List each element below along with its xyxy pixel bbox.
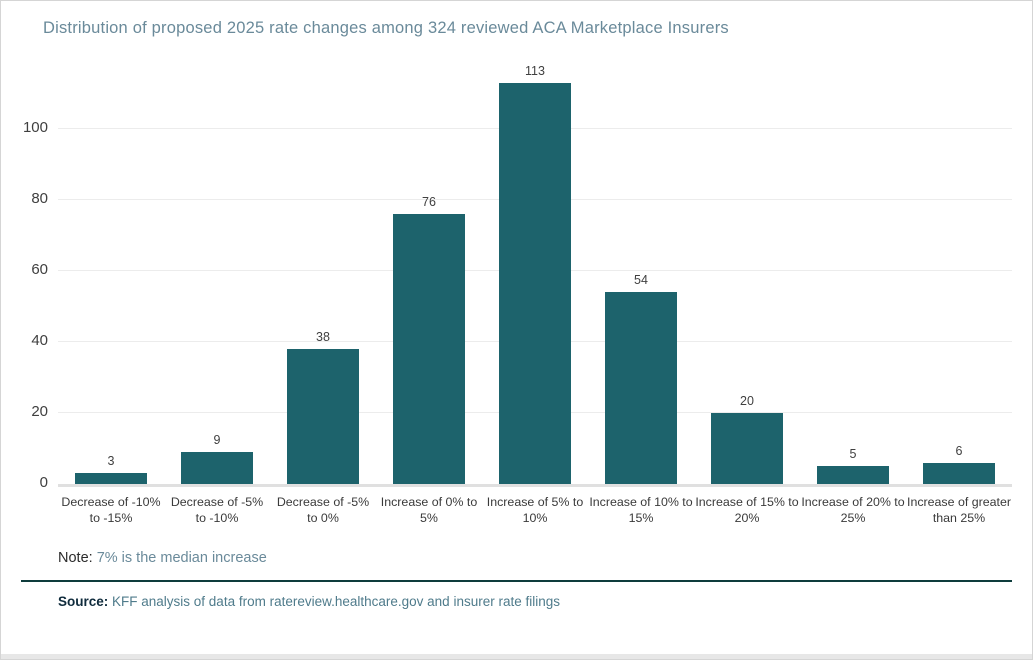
- y-axis-tick-label: 20: [31, 403, 48, 420]
- bar-group: 20: [694, 394, 800, 484]
- bar-group: 76: [376, 195, 482, 484]
- x-axis-label: Increase of greater than 25%: [907, 495, 1012, 525]
- bar-group: 9: [164, 433, 270, 484]
- chart-source: Source: KFF analysis of data from ratere…: [58, 594, 1012, 609]
- bar-value-label: 38: [316, 330, 330, 345]
- x-axis-label: Increase of 0% to 5%: [380, 495, 478, 525]
- bar-value-label: 6: [955, 443, 963, 458]
- bar-value-label: 54: [634, 273, 648, 288]
- bars-row: 3 9 38 76 113 54 20 5 6: [58, 64, 1012, 484]
- bar-group: 5: [800, 447, 906, 484]
- bar-group: 3: [58, 454, 164, 484]
- bar: [180, 452, 254, 484]
- bar-value-label: 9: [213, 433, 221, 448]
- x-axis-label: Decrease of -5% to 0%: [276, 495, 370, 525]
- bar: [286, 349, 360, 484]
- bar-value-label: 113: [525, 63, 545, 78]
- bar: [392, 214, 466, 484]
- bar-value-label: 5: [849, 447, 857, 462]
- bar-group: 6: [906, 444, 1012, 484]
- bar: [710, 413, 784, 484]
- note-text: 7% is the median increase: [92, 550, 267, 566]
- x-axis-label: Increase of 15% to 20%: [695, 495, 799, 525]
- source-text: KFF analysis of data from ratereview.hea…: [108, 594, 560, 609]
- x-axis-label: Decrease of -10% to -15%: [61, 495, 161, 525]
- bar-group: 38: [270, 330, 376, 484]
- y-axis-tick-label: 40: [31, 332, 48, 349]
- x-axis-label: Decrease of -5% to -10%: [170, 495, 264, 525]
- plot-area: 3 9 38 76 113 54 20 5 6 0 20 40 60 80 100: [23, 64, 1012, 491]
- y-axis-tick-label: 0: [39, 474, 48, 491]
- bar: [498, 82, 572, 484]
- footer-divider: [21, 580, 1012, 582]
- y-axis-tick-label: 80: [31, 190, 48, 207]
- bar-group: 113: [482, 64, 588, 484]
- chart-note: Note: 7% is the median increase: [58, 550, 1012, 566]
- bar: [816, 466, 890, 484]
- bar-value-label: 20: [740, 394, 754, 408]
- bar-value-label: 76: [422, 195, 436, 210]
- bar: [604, 292, 678, 484]
- bar: [74, 473, 148, 484]
- source-label: Source:: [58, 594, 109, 609]
- y-axis-tick-label: 100: [22, 119, 48, 136]
- x-axis-labels: Decrease of -10% to -15% Decrease of -5% …: [58, 487, 1012, 526]
- bar-chart: 3 9 38 76 113 54 20 5 6 0 20 40 60 80 100 Decrease of…: [1, 64, 1032, 526]
- y-axis-tick-label: 60: [31, 261, 48, 278]
- x-axis-label: Increase of 5% to 10%: [486, 495, 584, 525]
- x-axis-label: Increase of 20% to 25%: [801, 495, 905, 525]
- window-edge: [1, 654, 1032, 659]
- bar: [922, 462, 996, 484]
- x-axis-label: Increase of 10% to 15%: [589, 495, 693, 525]
- note-label: Note:: [58, 550, 93, 566]
- chart-title: Distribution of proposed 2025 rate chang…: [43, 19, 729, 37]
- bar-group: 54: [588, 273, 694, 484]
- bar-value-label: 3: [107, 454, 115, 469]
